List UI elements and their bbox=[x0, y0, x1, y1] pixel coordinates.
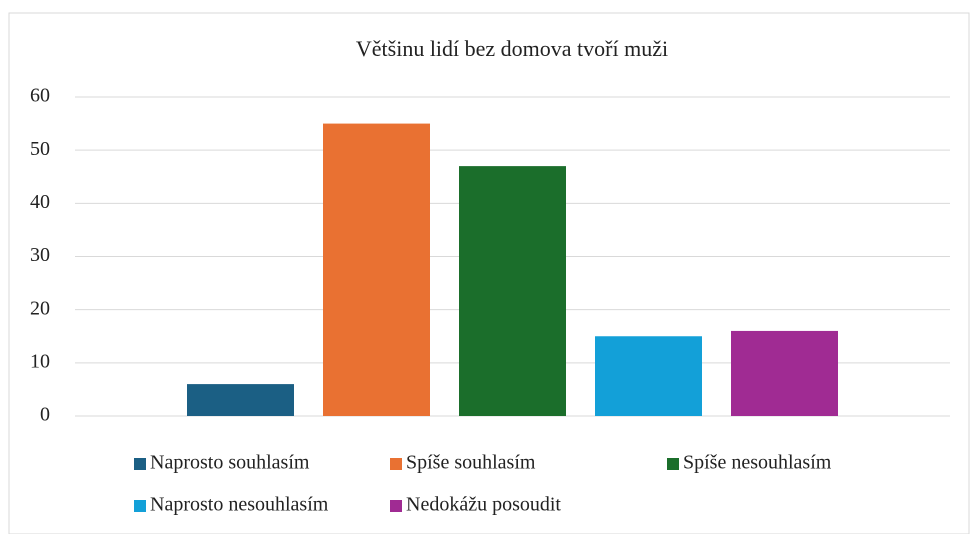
legend-swatch bbox=[134, 458, 146, 470]
legend-swatch bbox=[390, 500, 402, 512]
legend-label: Spíše souhlasím bbox=[406, 452, 536, 474]
legend-label: Naprosto nesouhlasím bbox=[150, 494, 329, 516]
y-tick-label: 60 bbox=[30, 85, 50, 107]
legend-label: Spíše nesouhlasím bbox=[683, 452, 832, 474]
bar bbox=[459, 166, 566, 416]
legend-swatch bbox=[667, 458, 679, 470]
bar bbox=[187, 384, 294, 416]
y-tick-label: 0 bbox=[40, 404, 50, 426]
y-tick-label: 40 bbox=[30, 191, 50, 213]
bar bbox=[595, 336, 702, 416]
y-tick-label: 30 bbox=[30, 244, 50, 266]
legend-swatch bbox=[390, 458, 402, 470]
y-tick-label: 10 bbox=[30, 350, 50, 372]
legend-swatch bbox=[134, 500, 146, 512]
chart-title: Většinu lidí bez domova tvoří muži bbox=[356, 36, 668, 61]
bar bbox=[731, 330, 838, 416]
legend-label: Naprosto souhlasím bbox=[150, 452, 310, 474]
bar bbox=[323, 123, 430, 416]
y-tick-label: 20 bbox=[30, 297, 50, 319]
y-tick-label: 50 bbox=[30, 138, 50, 160]
legend-label: Nedokážu posoudit bbox=[406, 494, 561, 516]
